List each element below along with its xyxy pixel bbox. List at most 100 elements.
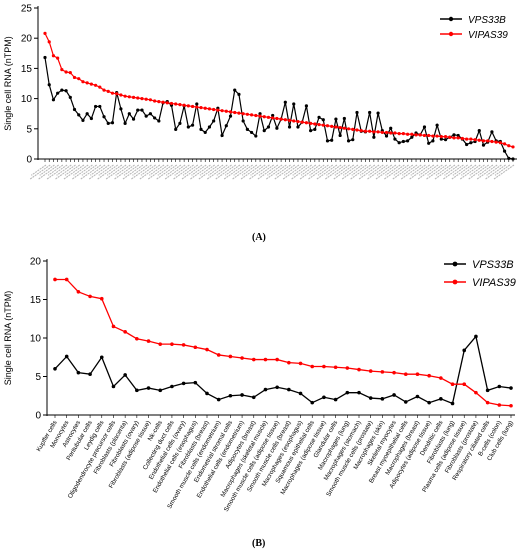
data-point-vps33b — [68, 95, 72, 99]
data-point-vps33b — [292, 102, 296, 106]
data-point-vipas39 — [131, 95, 136, 99]
legend-label: VIPAS39 — [472, 277, 516, 289]
data-point-vipas39 — [363, 129, 368, 133]
data-point-vps33b — [474, 334, 478, 339]
data-point-vipas39 — [372, 130, 376, 134]
y-tick-label: 15 — [30, 295, 42, 306]
data-point-vps33b — [181, 381, 186, 386]
x-tick-label-smudge — [223, 164, 245, 180]
x-tick-label-smudge — [71, 164, 93, 180]
legend-label: VPS33B — [472, 259, 514, 271]
y-tick-label: 20 — [21, 34, 33, 45]
data-point-vipas39 — [422, 133, 427, 138]
legend-marker — [448, 31, 454, 37]
x-tick-label-smudge — [30, 164, 47, 176]
data-point-vipas39 — [228, 110, 233, 114]
data-point-vps33b — [304, 104, 309, 108]
x-tick-label-smudge — [198, 164, 220, 180]
data-point-vipas39 — [135, 336, 139, 341]
data-point-vipas39 — [313, 122, 317, 126]
data-point-vipas39 — [410, 132, 414, 136]
data-point-vipas39 — [140, 97, 144, 101]
data-point-vipas39 — [47, 40, 51, 44]
data-point-vipas39 — [427, 373, 431, 378]
x-tick-label-smudge — [309, 164, 325, 176]
data-point-vipas39 — [298, 361, 303, 366]
data-point-vps33b — [427, 141, 431, 145]
data-point-vipas39 — [346, 127, 351, 131]
data-point-vps33b — [64, 89, 68, 93]
data-point-vipas39 — [123, 330, 127, 334]
data-point-vipas39 — [345, 366, 350, 370]
data-point-vipas39 — [287, 118, 292, 122]
data-point-vipas39 — [498, 141, 502, 145]
x-tick-label-smudge — [139, 164, 161, 180]
x-tick-label-smudge — [393, 164, 409, 176]
data-point-vps33b — [443, 138, 448, 142]
data-point-vipas39 — [262, 115, 266, 119]
data-point-vipas39 — [414, 133, 418, 137]
data-point-vps33b — [322, 395, 326, 400]
data-point-vipas39 — [205, 347, 209, 352]
x-tick-label-smudge — [241, 164, 258, 176]
data-point-vipas39 — [415, 372, 420, 376]
data-point-vipas39 — [485, 400, 490, 405]
x-tick-label-smudge — [418, 164, 435, 176]
data-point-vipas39 — [76, 290, 81, 294]
data-point-vipas39 — [169, 101, 174, 106]
data-point-vipas39 — [450, 382, 455, 386]
x-tick-label-smudge — [155, 164, 178, 180]
y-tick-label: 5 — [35, 372, 41, 383]
data-point-vps33b — [435, 123, 439, 127]
x-tick-label-smudge — [282, 164, 304, 180]
series-line-vps33b — [44, 57, 514, 160]
data-point-vps33b — [283, 100, 287, 104]
data-point-vipas39 — [359, 129, 363, 133]
data-point-vipas39 — [216, 108, 220, 112]
data-point-vipas39 — [110, 91, 115, 95]
data-point-vps33b — [368, 110, 372, 115]
x-tick-label-smudge — [248, 164, 270, 180]
data-point-vps33b — [135, 388, 139, 393]
data-point-vps33b — [462, 348, 467, 353]
x-tick-label-smudge — [240, 164, 262, 180]
series-line-vipas39 — [55, 278, 512, 407]
data-point-vps33b — [251, 395, 256, 400]
data-point-vipas39 — [275, 357, 279, 362]
data-point-vps33b — [497, 384, 502, 389]
data-point-vipas39 — [89, 82, 93, 86]
data-point-vipas39 — [474, 390, 478, 395]
data-point-vps33b — [148, 112, 153, 116]
data-point-vipas39 — [473, 138, 477, 142]
x-tick-label-smudge — [80, 164, 102, 180]
data-point-vps33b — [186, 125, 190, 129]
data-point-vipas39 — [304, 121, 309, 125]
x-tick-label-smudge — [257, 164, 279, 180]
data-point-vps33b — [106, 121, 110, 125]
data-point-vipas39 — [93, 83, 98, 87]
x-tick-label-smudge — [469, 164, 485, 176]
data-point-vps33b — [427, 400, 431, 405]
data-point-vipas39 — [157, 100, 161, 104]
data-point-vps33b — [439, 397, 443, 401]
data-point-vipas39 — [68, 71, 72, 75]
x-tick-label-smudge — [54, 164, 76, 180]
x-tick-label-smudge — [89, 164, 106, 176]
data-point-vps33b — [298, 391, 303, 396]
y-tick-label: 0 — [35, 411, 41, 422]
data-point-vps33b — [64, 354, 69, 359]
data-point-vipas39 — [106, 89, 110, 93]
x-tick-label-smudge — [157, 164, 173, 176]
data-point-vipas39 — [300, 120, 304, 124]
x-tick-label-smudge — [332, 164, 355, 180]
x-tick-label-smudge — [408, 164, 430, 180]
data-point-vipas39 — [287, 360, 291, 365]
x-tick-label-smudge — [250, 164, 266, 176]
data-point-vps33b — [98, 104, 102, 109]
x-tick-label-smudge — [88, 164, 110, 180]
data-point-vipas39 — [462, 382, 467, 386]
data-point-vipas39 — [481, 139, 486, 143]
data-point-vps33b — [233, 88, 237, 92]
data-point-vps33b — [207, 125, 212, 129]
data-point-vps33b — [465, 142, 469, 147]
